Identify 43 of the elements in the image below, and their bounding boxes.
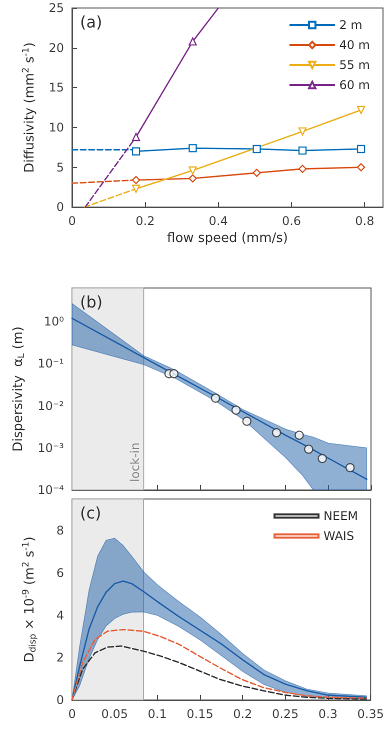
y-tick-label: 6 [56,566,64,580]
y-tick-label: 10⁻³ [38,440,64,455]
x-tick-label: 0.05 [101,707,128,721]
legend-label: 2 m [339,18,362,32]
y-axis-title: Dispersivity αL (m) [11,326,28,452]
legend-label: 40 m [339,38,370,52]
y-tick-label: 4 [56,608,64,622]
legend-label: 60 m [339,78,370,92]
y-tick-label: 10⁰ [44,314,64,329]
y-tick-label: 8 [56,524,64,538]
annotation: (b) [80,292,103,312]
legend-label: WAIS [324,529,354,543]
y-tick-label: 0 [56,200,64,214]
annotation: (c) [80,504,102,522]
x-tick-label: 0.4 [208,214,228,228]
y-tick-label: 2 [56,650,64,665]
x-tick-label: 0.8 [355,214,374,228]
x-tick-label: 0.25 [272,707,299,721]
x-tick-label: 0 [68,707,76,721]
x-tick-label: 0.15 [186,707,214,721]
y-tick-label: 15 [48,80,64,95]
x-tick-label: 0.1 [148,707,167,721]
y-axis-title: Diffusivity (mm2 s-1) [22,42,38,173]
x-tick-label: 0.35 [357,707,384,721]
text: Ddisp × 10-9 (m2 s-1) [22,536,38,662]
legend-label: 55 m [339,58,370,72]
band-label: lock-in [128,442,142,482]
y-tick-label: 25 [48,1,64,15]
y-tick-label: 10⁻¹ [38,356,64,371]
x-tick-label: 0 [68,214,76,228]
x-tick-label: 0.2 [233,707,252,721]
x-axis-title: flow speed (mm/s) [167,231,288,246]
annotation: (a) [80,12,102,32]
y-tick-label: 10 [48,120,64,134]
x-tick-label: 0.3 [318,707,338,721]
x-tick-label: 0.2 [136,214,155,228]
x-tick-label: 0.6 [282,214,302,228]
y-tick-label: 5 [56,160,64,174]
legend-label: NEEM [324,509,358,523]
y-tick-label: 0 [56,693,64,707]
y-tick-label: 10⁻² [38,398,64,413]
y-tick-label: 20 [48,40,64,55]
y-tick-label: 10⁻⁴ [38,483,64,497]
